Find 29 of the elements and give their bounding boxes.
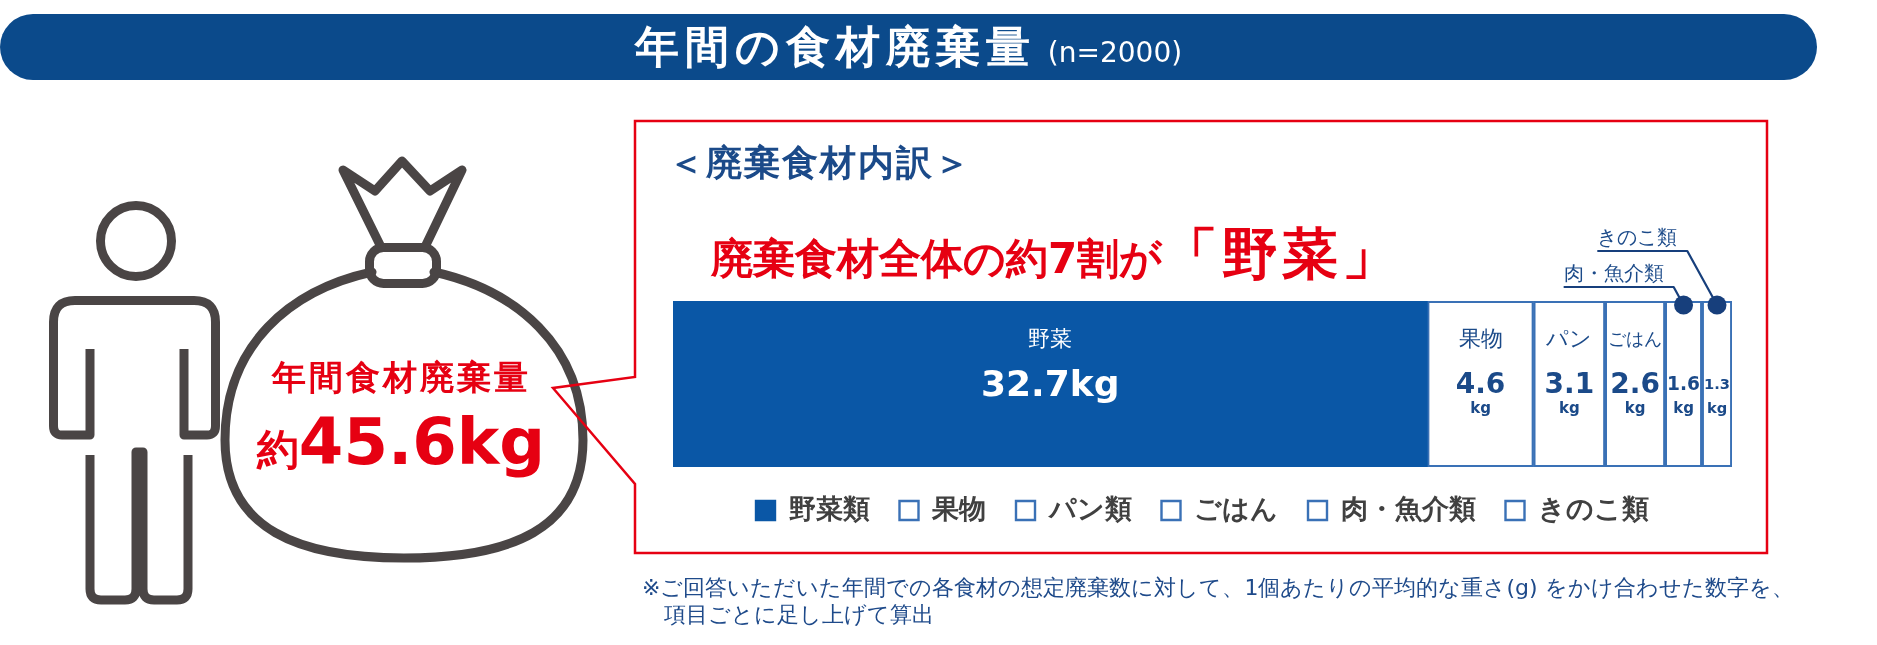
- annotation: ごはん: [1608, 328, 1663, 350]
- chart-title: 年間の食材廃棄量: [634, 20, 1036, 74]
- data-label: 1.3kg: [1704, 375, 1730, 416]
- data-label: 4.6kg: [1455, 366, 1506, 417]
- text: 廃棄食材全体の約7割が: [711, 234, 1163, 283]
- text: 肉・魚介類: [1563, 261, 1664, 286]
- text: 年間食材廃棄量: [270, 357, 532, 397]
- text: 45.6kg: [298, 405, 546, 479]
- legend-label: 果物: [931, 492, 986, 524]
- annotation: 野菜: [1028, 326, 1073, 352]
- bar: [673, 301, 1428, 467]
- data-label: 3.1kg: [1544, 366, 1595, 417]
- text: きのこ類: [1597, 225, 1678, 250]
- annotation: パン: [1545, 326, 1593, 352]
- legend-label: ごはん: [1194, 492, 1278, 524]
- legend-label: 肉・魚介類: [1340, 492, 1476, 524]
- text: 項目ごとに足し上げて算出: [664, 602, 934, 628]
- text: 「野菜」: [1162, 221, 1403, 286]
- text: 約: [256, 425, 299, 474]
- chart-subtitle: (n=2000): [1047, 35, 1183, 71]
- data-label: 2.6kg: [1610, 366, 1660, 417]
- text: ※ご回答いただいた年間での各食材の想定廃棄数に対して、1個あたりの平均的な重さ(g) をかけ合わせた数字を、: [642, 575, 1794, 601]
- legend-label: パン類: [1046, 492, 1132, 524]
- legend-label: 野菜類: [788, 492, 870, 524]
- text: ＜廃棄食材内訳＞: [668, 142, 972, 183]
- data-label: 1.6kg: [1667, 373, 1701, 417]
- annotation: 果物: [1458, 326, 1503, 352]
- data-label: 32.7kg: [980, 362, 1120, 404]
- legend-label: きのこ類: [1538, 492, 1649, 524]
